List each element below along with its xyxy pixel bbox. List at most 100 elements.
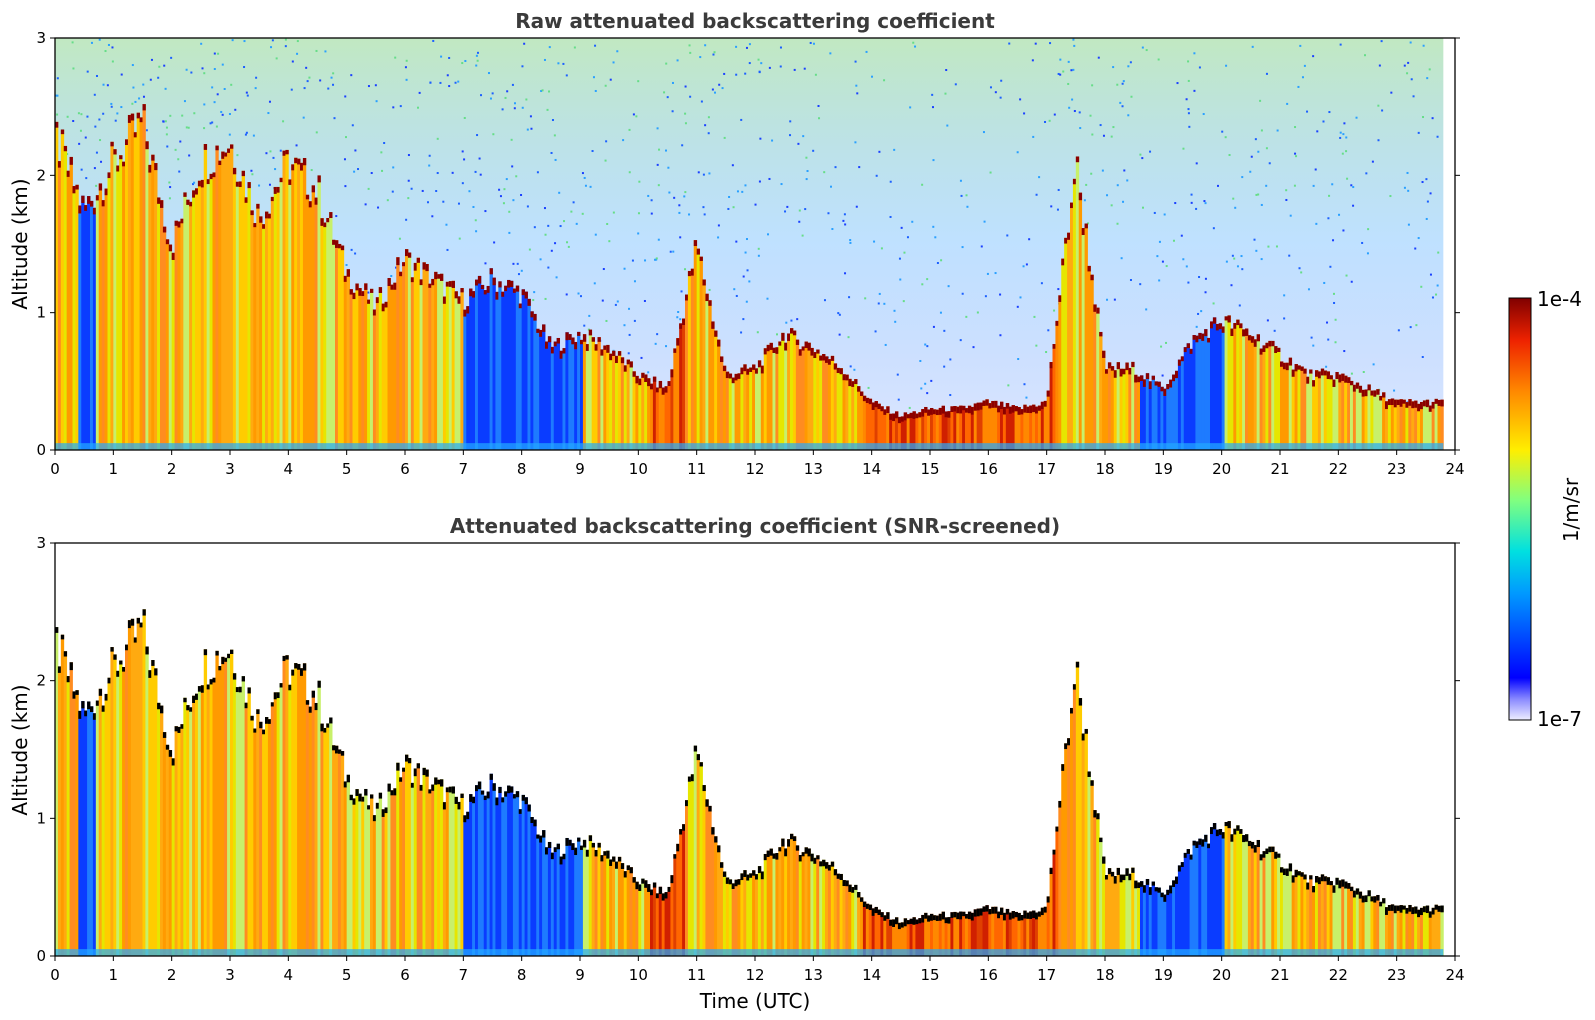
- signal-column: [1350, 380, 1354, 450]
- signal-column: [329, 717, 333, 956]
- signal-column: [1192, 840, 1196, 956]
- colorbar-max-label: 1e-4: [1537, 287, 1582, 311]
- signal-column: [422, 767, 426, 956]
- layer-top-band: [644, 880, 648, 888]
- signal-column: [755, 874, 759, 956]
- signal-column: [565, 837, 569, 956]
- layer-top-band: [1350, 380, 1354, 386]
- signal-column: [238, 686, 243, 956]
- layer-top-band: [632, 371, 636, 377]
- signal-column: [1294, 364, 1298, 450]
- noise-speck: [735, 240, 738, 243]
- layer-top-band: [104, 693, 108, 701]
- noise-speck: [1230, 284, 1233, 287]
- noise-speck: [676, 59, 679, 62]
- signal-column: [883, 915, 887, 956]
- layer-top-band: [772, 347, 776, 353]
- signal-column: [1361, 389, 1365, 450]
- layer-top-band: [690, 268, 695, 276]
- noise-speck: [1267, 245, 1270, 248]
- layer-top-band: [215, 145, 219, 151]
- layer-top-band: [1125, 362, 1129, 371]
- signal-column: [60, 129, 65, 450]
- signal-column: [687, 270, 692, 450]
- signal-column: [1323, 370, 1328, 450]
- layer-top-band: [1347, 883, 1351, 889]
- noise-speck: [1273, 329, 1276, 332]
- layer-top-band: [997, 405, 1001, 413]
- noise-speck: [169, 114, 172, 117]
- noise-speck: [1187, 112, 1190, 115]
- layer-top-band: [486, 285, 490, 293]
- layer-top-band: [880, 912, 884, 918]
- noise-speck: [1260, 203, 1263, 206]
- layer-top-band: [1373, 390, 1377, 397]
- layer-top-band: [1029, 911, 1033, 919]
- signal-column: [571, 843, 575, 956]
- x-tick-label: 10: [629, 460, 648, 478]
- layer-top-band: [1005, 908, 1010, 915]
- signal-column: [746, 368, 750, 450]
- layer-top-band: [979, 402, 983, 410]
- noise-speck: [1350, 372, 1353, 375]
- signal-column: [1364, 895, 1368, 956]
- signal-column: [372, 815, 377, 956]
- layer-top-band: [148, 670, 152, 678]
- signal-column: [670, 875, 674, 956]
- noise-speck: [849, 241, 852, 244]
- signal-column: [320, 723, 324, 956]
- layer-top-band: [795, 339, 800, 345]
- signal-column: [1128, 873, 1132, 956]
- noise-speck: [898, 257, 901, 260]
- noise-speck: [823, 299, 826, 302]
- layer-top-band: [410, 277, 415, 283]
- layer-top-band: [1052, 344, 1056, 349]
- noise-speck: [804, 208, 807, 211]
- signal-column: [305, 700, 310, 956]
- layer-top-band: [276, 692, 280, 699]
- x-axis-label: Time (UTC): [699, 989, 811, 1013]
- noise-speck: [919, 359, 922, 362]
- signal-column: [676, 843, 680, 956]
- signal-column: [1169, 379, 1173, 450]
- layer-top-band: [215, 650, 219, 656]
- x-tick-label: 24: [1445, 966, 1464, 984]
- panel-screened-axes: 0 1 2 3 4 5 6 7 8 9 10 11 12 13 14 15 16 17 18 19 20 21 22 23 24…: [36, 534, 1464, 984]
- layer-top-band: [288, 684, 292, 691]
- signal-column: [880, 406, 884, 450]
- noise-speck: [511, 165, 514, 168]
- signal-column: [1218, 828, 1223, 956]
- noise-speck: [1121, 82, 1124, 85]
- signal-column: [851, 381, 855, 450]
- noise-speck: [717, 236, 720, 239]
- signal-column: [189, 707, 193, 956]
- signal-column: [775, 347, 779, 450]
- noise-speck: [418, 91, 421, 94]
- noise-speck: [943, 365, 946, 368]
- signal-column: [682, 318, 686, 450]
- signal-column: [265, 211, 269, 450]
- signal-column: [1280, 361, 1284, 450]
- signal-column: [877, 403, 881, 450]
- x-tick-label: 15: [920, 966, 939, 984]
- layer-top-band: [883, 915, 887, 921]
- signal-column: [851, 887, 855, 956]
- signal-column: [606, 344, 610, 450]
- layer-top-band: [107, 172, 111, 179]
- layer-top-band: [714, 330, 718, 337]
- signal-column: [1434, 904, 1438, 956]
- layer-top-band: [711, 827, 715, 835]
- layer-top-band: [1233, 323, 1237, 329]
- layer-top-band: [871, 402, 875, 410]
- noise-speck: [375, 100, 378, 103]
- signal-column: [1271, 846, 1275, 956]
- layer-top-band: [854, 379, 858, 385]
- noise-speck: [768, 177, 771, 180]
- noise-speck: [756, 331, 759, 334]
- signal-column: [1288, 863, 1293, 956]
- signal-column: [1274, 851, 1278, 956]
- x-tick-label: 8: [517, 460, 527, 478]
- signal-column: [720, 356, 724, 450]
- layer-top-band: [763, 853, 768, 861]
- signal-column: [632, 371, 636, 450]
